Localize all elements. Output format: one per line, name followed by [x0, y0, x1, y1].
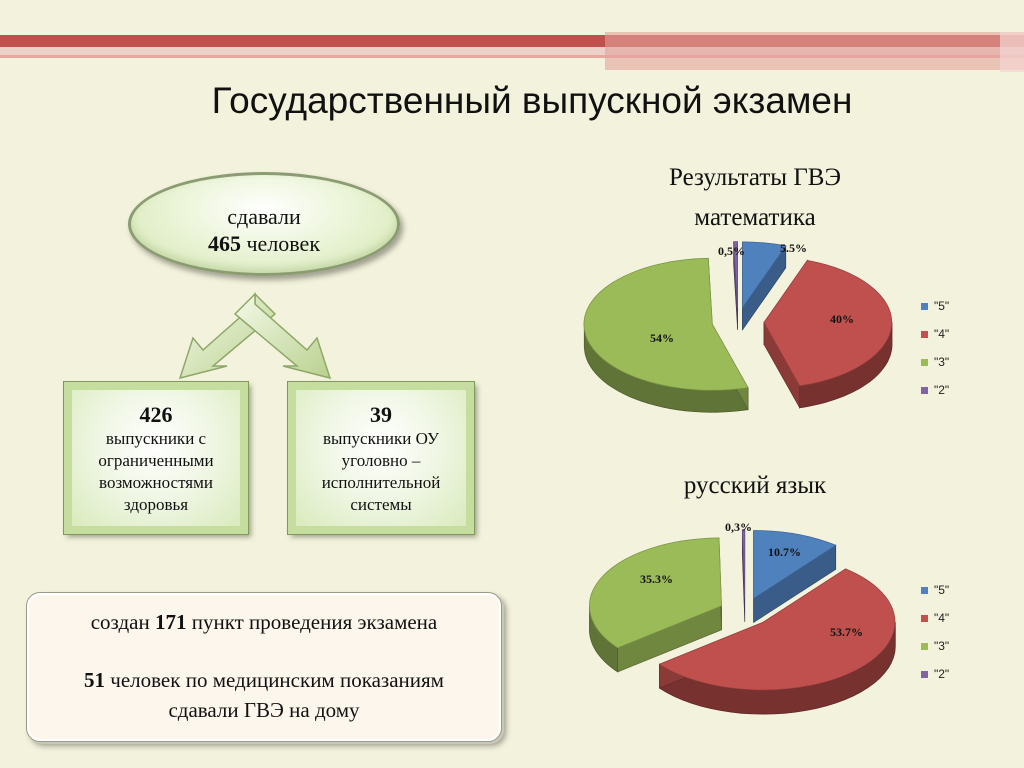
- info-line3: сдавали ГВЭ на дому: [168, 698, 360, 722]
- math-slice-4: [763, 259, 893, 387]
- math-slice-3: [583, 257, 749, 391]
- legend-swatch-2: [921, 386, 928, 394]
- russian-legend-label-3: "3": [934, 639, 950, 653]
- total-oval: сдавали 465 человек: [128, 172, 400, 276]
- math-data-label-5: 5.5%: [780, 241, 807, 255]
- math-legend-item-3: "3": [921, 348, 949, 376]
- math-legend-item-2: "2": [921, 376, 949, 404]
- russian-chart-title: русский язык: [683, 472, 827, 499]
- russian-slice-edge-4-1: [659, 621, 764, 689]
- russian-data-label-2: 0,3%: [725, 520, 752, 534]
- info-line1-suffix: пункт проведения экзамена: [191, 610, 438, 634]
- math-slice-2: [733, 241, 739, 308]
- russian-slice-5: [753, 530, 837, 600]
- russian-data-label-5: 10.7%: [768, 545, 801, 559]
- russian-legend-label-2: "2": [934, 667, 950, 681]
- russian-slice-2: [741, 529, 746, 598]
- box-right-number: 39: [370, 402, 392, 427]
- math-pie: 5.5% 40% 54% 0,5%: [583, 241, 893, 413]
- russian-slice-side-3: [589, 605, 619, 673]
- math-legend-item-4: "4": [921, 320, 949, 348]
- total-unit: человек: [246, 231, 321, 256]
- russian-legend-label-5: "5": [934, 583, 950, 597]
- math-slice-side-4: [799, 322, 893, 409]
- russian-slice-edge-2-0: [741, 529, 746, 622]
- info-line2: 51 человек по медицинским показаниям: [27, 665, 501, 695]
- russian-slice-edge-4-0: [763, 568, 846, 647]
- stripe-thin-line: [0, 55, 1024, 58]
- math-chart-title-line1: Результаты ГВЭ: [669, 164, 841, 191]
- legend-swatch-5: [921, 302, 928, 310]
- russian-slice-side-4: [659, 622, 896, 715]
- math-legend-label-4: "4": [934, 327, 950, 341]
- box-penal-graduates: 39 выпускники ОУ уголовно – исполнительн…: [287, 381, 475, 535]
- russian-pie: 10.7% 53.7% 35.3% 0,3%: [589, 520, 896, 715]
- math-slice-edge-5-1: [742, 244, 787, 331]
- russian-legend-label-4: "4": [934, 611, 950, 625]
- stripe-pink-band: [0, 47, 1024, 55]
- info-line1-number: 171: [154, 610, 187, 634]
- math-data-label-2: 0,5%: [718, 244, 745, 258]
- math-legend-label-3: "3": [934, 355, 950, 369]
- math-slice-side-3: [583, 324, 749, 413]
- legend-swatch-3: [921, 358, 928, 366]
- page-title: Государственный выпускной экзамен: [211, 80, 853, 121]
- russian-legend-item-4: "4": [921, 604, 949, 632]
- legend-swatch-3: [921, 642, 928, 650]
- box-left-text: выпускники с ограниченными возможностями…: [98, 429, 214, 514]
- info-line1: создан 171 пункт проведения экзамена: [27, 607, 501, 637]
- russian-slice-edge-3-1: [718, 537, 722, 630]
- total-number: 465: [207, 231, 241, 256]
- math-slice-edge-3-0: [712, 323, 749, 411]
- russian-slice-4: [658, 568, 896, 691]
- box-disabled-graduates: 426 выпускники с ограниченными возможнос…: [63, 381, 249, 535]
- legend-swatch-2: [921, 670, 928, 678]
- total-line1: сдавали: [227, 204, 301, 229]
- math-legend-item-5: "5": [921, 292, 949, 320]
- legend-swatch-5: [921, 586, 928, 594]
- header-stripe: [0, 32, 1024, 72]
- russian-data-label-4: 53.7%: [830, 625, 863, 639]
- box-right-text: выпускники ОУ уголовно – исполнительной …: [321, 429, 441, 514]
- russian-legend-item-5: "5": [921, 576, 949, 604]
- legend-swatch-4: [921, 614, 928, 622]
- math-legend-label-2: "2": [934, 383, 950, 397]
- russian-slice-edge-5-1: [753, 544, 837, 624]
- info-line1-prefix: создан: [90, 610, 150, 634]
- math-slice-edge-3-1: [707, 258, 713, 347]
- math-slice-edge-2-0: [733, 241, 738, 330]
- math-chart-title-line2: математика: [694, 204, 816, 231]
- math-slice-edge-4-1: [763, 321, 800, 409]
- math-legend: "5" "4" "3" "2": [921, 292, 949, 404]
- stripe-right-block: [605, 32, 1024, 70]
- box-left-number: 426: [139, 402, 173, 427]
- russian-legend-item-2: "2": [921, 660, 949, 688]
- split-arrows: [178, 292, 332, 380]
- russian-legend-item-3: "3": [921, 632, 949, 660]
- arrow-right-icon: [233, 292, 332, 380]
- russian-slice-edge-3-0: [617, 605, 722, 673]
- stripe-right-edge: [1000, 32, 1024, 72]
- math-chart-title: Результаты ГВЭ математика: [610, 158, 900, 238]
- info-line2-text: человек по медицинским показаниям: [110, 668, 444, 692]
- russian-slice-3: [589, 537, 722, 649]
- math-slice-edge-4-0: [763, 259, 808, 346]
- math-data-label-3: 54%: [650, 331, 674, 345]
- math-data-label-4: 40%: [830, 312, 854, 326]
- info-box: создан 171 пункт проведения экзамена 51 …: [26, 592, 502, 742]
- legend-swatch-4: [921, 330, 928, 338]
- russian-data-label-3: 35.3%: [640, 572, 673, 586]
- info-line2-number: 51: [84, 668, 106, 692]
- math-legend-label-5: "5": [934, 299, 950, 313]
- russian-legend: "5" "4" "3" "2": [921, 576, 949, 688]
- math-slice-5: [742, 241, 787, 310]
